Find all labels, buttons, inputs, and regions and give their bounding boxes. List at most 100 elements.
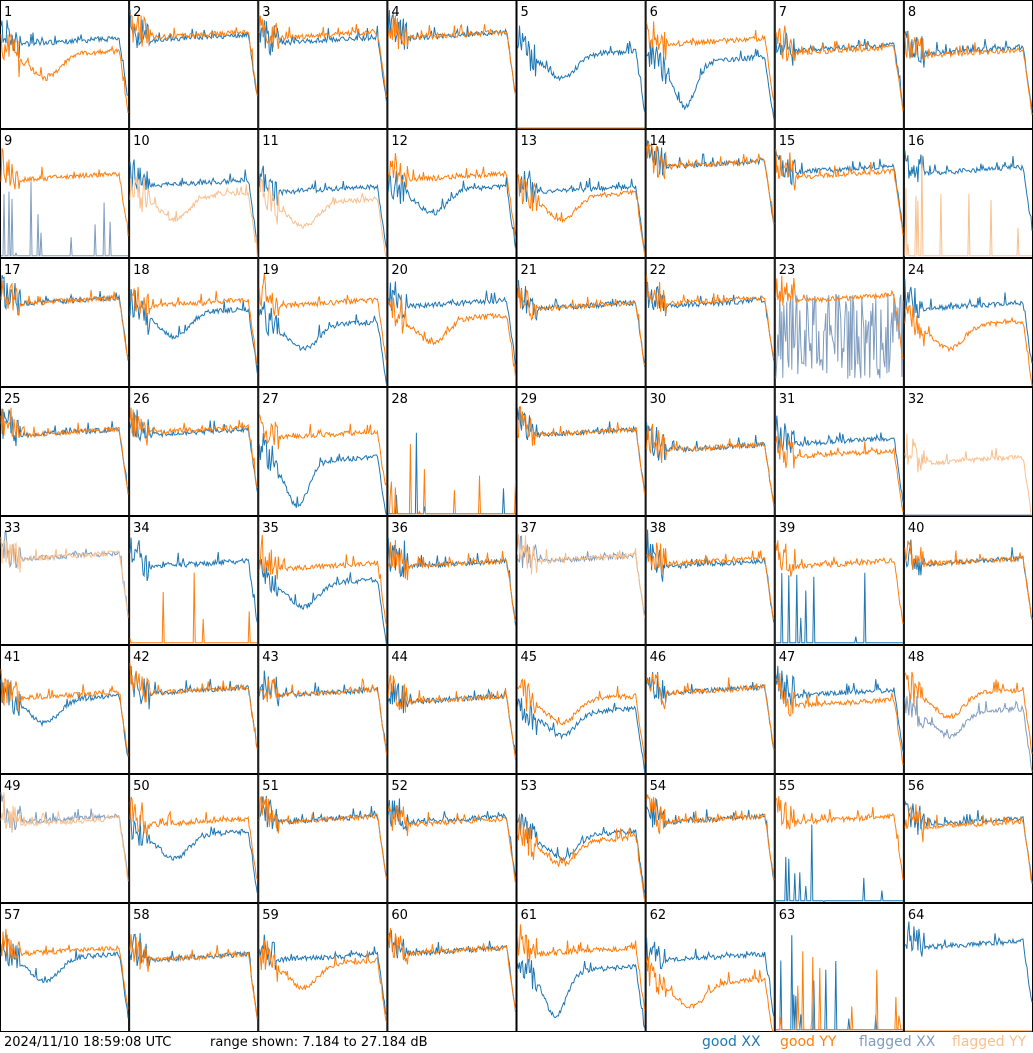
series-flagged-yy [0,536,129,618]
legend-good-xx: good XX [702,1034,761,1050]
panel-23: 23 [774,258,904,387]
panel-18: 18 [129,258,259,387]
panel-label: 50 [133,779,150,794]
series-good-xx [0,408,129,492]
series-good-yy [0,407,129,495]
panel-label: 10 [133,134,150,149]
series-good-yy [387,805,516,884]
panel-label: 12 [391,134,408,149]
panel-39: 39 [774,516,904,645]
series-good-xx [0,934,129,1019]
series-good-yy [388,444,516,515]
series-good-yy [129,934,258,1019]
series-good-xx [258,165,387,249]
series-good-xx [904,30,1033,110]
panel-label: 25 [4,392,21,407]
panel-label: 13 [521,134,538,149]
panel-21: 21 [516,258,646,387]
panel-label: 41 [4,650,21,665]
panel-frame [0,774,130,903]
panel-41: 41 [0,645,130,774]
panel-frame [516,387,646,516]
panel-28: 28 [387,387,517,516]
panel-9: 9 [0,129,130,258]
panel-label: 56 [908,779,925,794]
series-good-yy [387,928,516,1011]
series-good-yy [258,15,387,97]
panel-55: 55 [774,774,904,903]
panel-63: 63 [774,903,904,1032]
panel-frame [258,0,388,129]
panel-frame [387,258,517,387]
series-good-yy [904,804,1033,884]
panel-30: 30 [645,387,775,516]
panel-60: 60 [387,903,517,1032]
series-good-yy [517,174,646,255]
panel-44: 44 [387,645,517,774]
panel-label: 34 [133,521,150,536]
panel-51: 51 [258,774,388,903]
legend-flagged-yy: flagged YY [952,1034,1027,1050]
series-good-yy [0,148,129,237]
panel-17: 17 [0,258,130,387]
series-good-xx [0,19,129,96]
panel-label: 44 [391,650,408,665]
panel-frame [645,258,775,387]
series-good-xx [129,801,258,894]
panel-frame [387,903,517,1032]
panel-2: 2 [129,0,259,129]
panel-40: 40 [903,516,1033,645]
panel-frame [903,0,1033,129]
panel-label: 61 [521,908,538,923]
series-good-yy [775,672,904,765]
panel-label: 27 [262,392,279,407]
panel-label: 60 [391,908,408,923]
series-good-xx [775,415,904,503]
panel-frame [129,774,259,903]
panel-label: 45 [521,650,538,665]
panel-frame [903,258,1033,387]
series-good-yy [258,534,387,626]
series-good-yy [517,406,646,495]
series-good-xx [775,824,903,903]
panel-27: 27 [258,387,388,516]
series-good-yy [646,794,775,881]
series-good-xx [517,812,646,894]
series-flagged-yy [517,534,646,618]
panel-64: 64 [903,903,1033,1032]
panel-frame [258,774,388,903]
series-good-xx [775,665,904,752]
panel-label: 4 [391,5,399,20]
series-flagged-yy [904,154,1032,258]
series-good-xx [646,281,775,361]
panel-label: 20 [391,263,408,278]
panel-42: 42 [129,645,259,774]
panel-13: 13 [516,129,646,258]
panel-label: 18 [133,263,150,278]
panel-10: 10 [129,129,259,258]
series-good-yy [129,796,258,880]
footer: 2024/11/10 18:59:08 UTC range shown: 7.1… [0,1032,1033,1053]
series-good-yy [646,542,775,620]
panel-frame [645,0,775,129]
legend-good-yy: good YY [780,1034,837,1050]
panel-50: 50 [129,774,259,903]
panel-label: 21 [521,263,538,278]
panel-frame [774,387,904,516]
panel-label: 35 [262,521,279,536]
panel-label: 64 [908,908,925,923]
series-good-yy [646,21,775,102]
panel-36: 36 [387,516,517,645]
panel-frame [645,516,775,645]
series-good-xx [517,698,646,774]
series-good-xx [775,32,904,110]
series-good-yy [904,32,1033,115]
series-good-yy [387,294,516,379]
series-good-xx [258,433,387,516]
series-good-yy [0,928,129,1009]
panel-frame [0,645,130,774]
panel-label: 1 [4,5,12,20]
series-good-yy [775,436,904,512]
panel-label: 2 [133,5,141,20]
